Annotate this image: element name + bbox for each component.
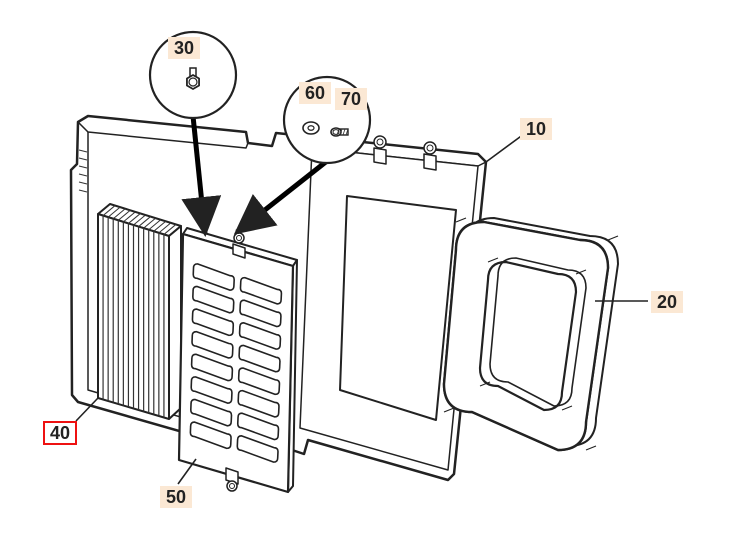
exploded-diagram [0, 0, 743, 541]
callout-label-30: 30 [168, 37, 200, 59]
part-gasket-20 [444, 218, 618, 450]
callout-label-10: 10 [520, 118, 552, 140]
callout-label-40: 40 [43, 421, 77, 445]
callout-label-60: 60 [299, 82, 331, 104]
callout-label-20: 20 [651, 291, 683, 313]
callout-label-50: 50 [160, 486, 192, 508]
callout-label-70: 70 [335, 88, 367, 110]
part-filter-40 [98, 204, 181, 419]
part-grille-50 [179, 228, 297, 492]
